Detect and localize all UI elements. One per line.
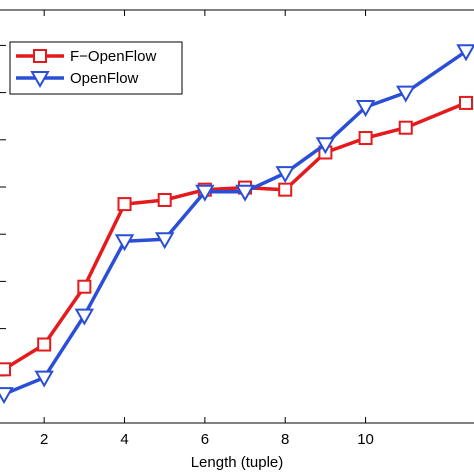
data-point <box>154 232 175 250</box>
data-point <box>355 100 376 118</box>
data-point <box>235 184 255 202</box>
x-tick-label: 10 <box>357 431 374 448</box>
x-tick-label: 6 <box>201 431 209 448</box>
data-point <box>315 137 336 155</box>
legend: F−OpenFlow OpenFlow <box>9 41 183 95</box>
data-point <box>0 362 11 377</box>
data-point <box>34 370 54 388</box>
data-point <box>157 192 172 207</box>
x-tick-label: 8 <box>281 431 289 448</box>
legend-marker <box>33 49 47 63</box>
data-point <box>37 337 52 352</box>
series-layer <box>0 44 474 405</box>
x-tick-label: 4 <box>120 431 128 448</box>
data-point <box>398 120 413 135</box>
data-point <box>358 131 373 146</box>
x-tick-label: 2 <box>40 431 48 448</box>
data-point <box>74 308 95 326</box>
data-point <box>117 197 132 212</box>
legend-label: F−OpenFlow <box>70 48 156 65</box>
data-point <box>0 387 14 405</box>
data-point <box>456 44 474 62</box>
legend-label: OpenFlow <box>70 70 139 87</box>
data-point <box>195 184 215 202</box>
x-axis-title: Length (tuple) <box>191 454 284 471</box>
series-openflow <box>0 44 474 405</box>
data-point <box>278 182 293 197</box>
data-point <box>396 85 416 103</box>
data-point <box>114 234 135 252</box>
data-point <box>275 166 295 184</box>
data-point <box>77 279 92 294</box>
legend-marker <box>30 71 50 89</box>
data-point <box>459 95 473 110</box>
